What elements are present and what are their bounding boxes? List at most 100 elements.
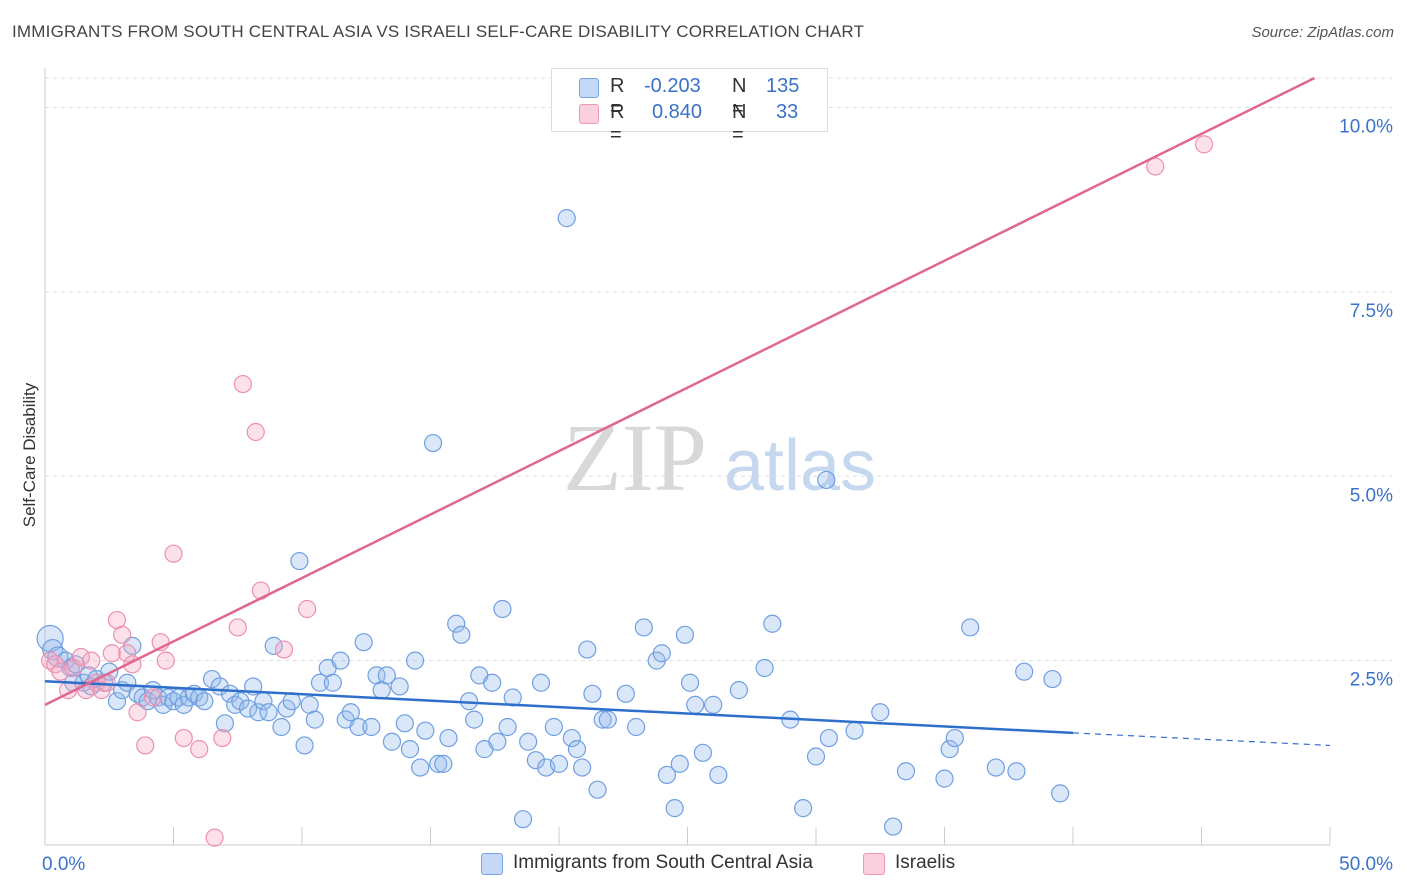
- blue-point: [896, 762, 916, 781]
- pink-point: [82, 651, 101, 670]
- blue-point: [349, 717, 368, 737]
- blue-point: [573, 758, 592, 777]
- legend-label-immigrants: Immigrants from South Central Asia: [513, 852, 813, 873]
- pink-point: [102, 644, 121, 663]
- n-label: N =: [732, 101, 747, 146]
- blue-point: [755, 658, 774, 678]
- blue-point: [729, 681, 749, 700]
- blue-point: [107, 692, 127, 711]
- blue-point: [390, 677, 409, 696]
- blue-point: [675, 625, 695, 644]
- blue-point: [598, 710, 617, 729]
- blue-point: [526, 751, 545, 770]
- blue-point: [583, 684, 602, 703]
- blue-point: [272, 717, 291, 737]
- blue-point: [429, 754, 448, 773]
- pink-point: [205, 828, 224, 847]
- series-legend: Immigrants from South Central Asia Israe…: [0, 852, 1406, 878]
- blue-point: [341, 703, 360, 722]
- blue-point: [819, 728, 838, 748]
- blue-point: [1043, 669, 1062, 689]
- y-tick-label: 7.5%: [1350, 301, 1393, 322]
- blue-point: [961, 618, 980, 637]
- blue-point: [259, 703, 278, 722]
- axes: [44, 68, 1331, 846]
- legend-swatch-blue: [579, 78, 599, 98]
- blue-point: [423, 433, 443, 453]
- blue-point: [593, 710, 612, 729]
- legend-label-israelis: Israelis: [895, 852, 956, 873]
- blue-point: [488, 732, 507, 751]
- pink-point: [143, 688, 163, 707]
- blue-point: [282, 692, 301, 711]
- blue-point: [544, 717, 563, 737]
- blue-point: [238, 699, 258, 718]
- pink-point: [1194, 135, 1214, 154]
- blue-point: [395, 714, 414, 733]
- blue-point: [680, 673, 700, 692]
- source-label: Source: ZipAtlas.com: [1251, 24, 1394, 41]
- blue-point: [434, 754, 453, 773]
- blue-point: [290, 551, 309, 571]
- blue-point: [883, 817, 903, 836]
- blue-point: [1051, 784, 1070, 803]
- x-tick-label-min: 0.0%: [42, 854, 85, 875]
- blue-point: [465, 710, 484, 729]
- n-value: 135: [766, 75, 800, 97]
- r-label: R =: [610, 75, 625, 120]
- blue-point: [986, 758, 1006, 777]
- blue-point: [704, 695, 723, 714]
- pink-point: [156, 651, 175, 670]
- blue-point: [794, 799, 813, 818]
- blue-point: [657, 765, 677, 785]
- series-immigrants-points: [36, 209, 1070, 836]
- blue-point: [940, 740, 959, 759]
- blue-point: [305, 710, 324, 729]
- correlation-legend: R = -0.203 N = 135 R = 0.840 N = 33: [551, 68, 828, 146]
- watermark: ZIP atlas: [563, 404, 876, 511]
- blue-point: [295, 736, 314, 755]
- pink-point: [246, 422, 265, 442]
- y-axis-label: Self-Care Disability: [20, 382, 39, 528]
- legend-swatch-pink: [863, 853, 885, 875]
- blue-point: [439, 728, 458, 748]
- legend-swatch-blue: [481, 853, 503, 875]
- blue-point: [513, 810, 533, 829]
- blue-point: [310, 673, 330, 692]
- blue-point: [249, 703, 268, 722]
- blue-point: [665, 799, 684, 818]
- blue-point: [323, 673, 342, 692]
- blue-point: [817, 470, 836, 490]
- blue-point: [531, 673, 551, 692]
- blue-point: [264, 636, 283, 655]
- pink-point: [228, 618, 247, 637]
- pink-point: [118, 644, 137, 663]
- blue-point: [498, 717, 517, 737]
- y-tick-label: 2.5%: [1350, 670, 1393, 691]
- blue-point: [202, 669, 222, 689]
- pink-point: [112, 625, 132, 644]
- watermark-zip: ZIP: [563, 404, 707, 511]
- blue-point: [447, 614, 466, 633]
- pink-point: [298, 599, 317, 619]
- blue-point: [411, 758, 430, 777]
- trend-line-israelis: [44, 76, 1316, 706]
- n-value: 33: [776, 101, 799, 123]
- blue-point: [763, 614, 782, 633]
- trend-lines: [44, 76, 1331, 747]
- pink-point: [233, 374, 252, 394]
- pink-point: [71, 647, 91, 667]
- blue-point: [935, 769, 954, 788]
- blue-point: [845, 721, 864, 740]
- blue-point: [616, 684, 635, 703]
- blue-point: [652, 644, 671, 663]
- blue-point: [549, 754, 569, 773]
- blue-point: [493, 599, 512, 619]
- pink-point: [174, 728, 193, 748]
- blue-point: [354, 633, 373, 652]
- watermark-atlas: atlas: [724, 426, 876, 506]
- x-tick-labels: 0.0% 50.0%: [42, 854, 1393, 875]
- blue-point: [626, 717, 646, 737]
- blue-point: [195, 692, 214, 711]
